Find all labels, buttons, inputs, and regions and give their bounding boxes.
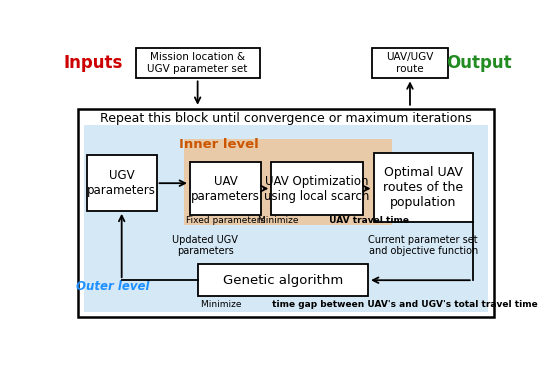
Text: Repeat this block until convergence or maximum iterations: Repeat this block until convergence or m… (100, 112, 472, 125)
FancyBboxPatch shape (78, 109, 494, 317)
FancyBboxPatch shape (84, 125, 488, 312)
FancyBboxPatch shape (372, 48, 448, 79)
Text: UGV
parameters: UGV parameters (87, 169, 156, 197)
Text: Inner level: Inner level (180, 138, 259, 151)
Text: Output: Output (446, 54, 512, 72)
Text: Minimize: Minimize (201, 300, 244, 308)
FancyBboxPatch shape (87, 155, 157, 211)
FancyBboxPatch shape (373, 153, 473, 223)
FancyBboxPatch shape (198, 264, 368, 296)
Text: Genetic algorithm: Genetic algorithm (223, 274, 343, 287)
Text: Inputs: Inputs (63, 54, 123, 72)
Text: Outer level: Outer level (76, 280, 149, 293)
Text: Fixed parameters: Fixed parameters (186, 217, 265, 225)
Text: UAV Optimization
using local scarch: UAV Optimization using local scarch (264, 175, 369, 203)
FancyBboxPatch shape (185, 138, 392, 225)
FancyBboxPatch shape (271, 163, 363, 215)
Text: UAV/UGV
route: UAV/UGV route (386, 52, 434, 74)
Text: Minimize: Minimize (258, 217, 301, 225)
Text: Current parameter set
and objective function: Current parameter set and objective func… (368, 235, 478, 256)
Text: time gap between UAV's and UGV's total travel time: time gap between UAV's and UGV's total t… (244, 300, 538, 308)
Text: Updated UGV
parameters: Updated UGV parameters (172, 235, 238, 256)
Text: UAV travel time: UAV travel time (301, 217, 410, 225)
Text: Mission location &
UGV parameter set: Mission location & UGV parameter set (147, 52, 248, 74)
Text: UAV
parameters: UAV parameters (191, 175, 260, 203)
FancyBboxPatch shape (190, 163, 261, 215)
FancyBboxPatch shape (136, 48, 259, 79)
Text: Optimal UAV
routes of the
population: Optimal UAV routes of the population (383, 166, 463, 209)
